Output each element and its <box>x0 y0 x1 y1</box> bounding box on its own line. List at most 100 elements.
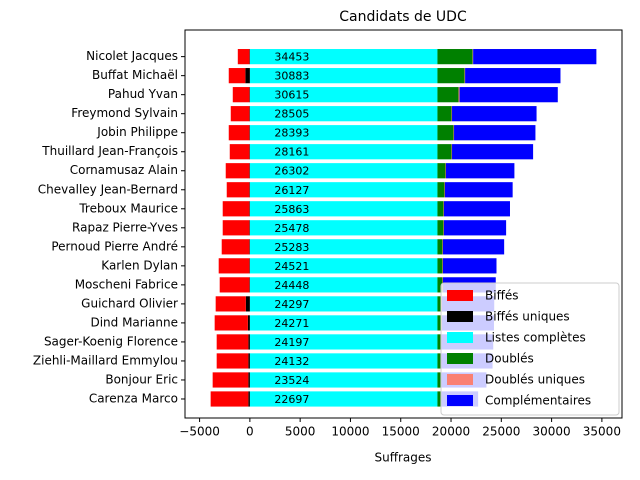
y-tick-label: Nicolet Jacques <box>86 49 178 63</box>
total-label: 30615 <box>274 89 309 102</box>
bar-segment <box>232 87 250 103</box>
total-label: 24521 <box>274 260 309 273</box>
y-tick-label: Sager-Koenig Florence <box>44 334 178 348</box>
bar-segment <box>473 49 597 65</box>
bar-segment <box>437 163 446 179</box>
bar-segment <box>248 372 250 388</box>
bar-segment <box>248 334 250 350</box>
y-tick-label: Chevalley Jean-Bernard <box>38 182 178 196</box>
bar-segment <box>249 239 438 255</box>
bar-segment <box>442 258 497 274</box>
bar-segment <box>249 49 438 65</box>
bar-segment <box>437 239 443 255</box>
x-tick-label: 30000 <box>533 425 571 439</box>
bar-segment <box>249 277 250 293</box>
total-label: 26127 <box>274 184 309 197</box>
legend-swatch <box>447 374 473 385</box>
bar-segment <box>437 106 452 122</box>
x-tick-label: 0 <box>246 425 254 439</box>
bar-segment <box>437 144 452 160</box>
bar-segment <box>249 87 438 103</box>
legend-label: Complémentaires <box>485 394 591 408</box>
bar-segment <box>245 68 250 84</box>
bar-segment <box>452 106 537 122</box>
bar-segment <box>437 296 442 312</box>
y-tick-label: Carenza Marco <box>89 391 178 405</box>
y-tick-label: Bonjour Eric <box>105 372 178 386</box>
bar-segment <box>249 49 250 65</box>
bar-segment <box>443 201 444 217</box>
bar-segment <box>230 106 250 122</box>
bar-segment <box>451 106 453 122</box>
bar-segment <box>249 239 250 255</box>
total-label: 24448 <box>274 279 309 292</box>
bar-segment <box>249 277 438 293</box>
bar-segment <box>437 334 441 350</box>
bar-segment <box>442 258 443 274</box>
bar-segment <box>444 182 513 198</box>
bar-segment <box>249 220 438 236</box>
bar-segment <box>249 163 250 179</box>
legend-label: Doublés uniques <box>485 373 585 387</box>
bar-segment <box>437 315 442 331</box>
bar-segment <box>249 258 250 274</box>
bar-segment <box>249 125 250 141</box>
bar-segment <box>249 106 438 122</box>
bar-segment <box>212 372 249 388</box>
bar-segment <box>249 334 438 350</box>
legend-swatch <box>447 353 473 364</box>
bar-segment <box>228 68 246 84</box>
total-label: 25283 <box>274 241 309 254</box>
bar-segment <box>245 296 250 312</box>
bar-segment <box>247 315 250 331</box>
y-tick-label: Buffat Michaël <box>92 68 178 82</box>
total-label: 22697 <box>274 393 309 406</box>
bar-segment <box>249 68 438 84</box>
bar-segment <box>214 315 248 331</box>
bar-segment <box>249 144 438 160</box>
bar-segment <box>226 182 250 198</box>
legend-box <box>440 282 620 416</box>
bar-segment <box>248 391 250 407</box>
y-tick-label: Rapaz Pierre-Yves <box>72 220 178 234</box>
x-tick-label: 10000 <box>331 425 369 439</box>
total-label: 25478 <box>274 222 309 235</box>
total-label: 28393 <box>274 127 309 140</box>
bar-segment <box>465 68 561 84</box>
total-label: 24132 <box>274 355 309 368</box>
bar-segment <box>249 258 438 274</box>
bar-segment <box>437 182 445 198</box>
x-tick-label: 35000 <box>583 425 621 439</box>
total-label: 34453 <box>274 51 309 64</box>
bar-segment <box>249 315 438 331</box>
bar-segment <box>249 106 250 122</box>
bar-segment <box>443 201 510 217</box>
bar-segment <box>221 239 250 255</box>
bar-segment <box>443 220 507 236</box>
chart-title: Candidats de UDC <box>339 9 467 25</box>
bar-segment <box>444 182 445 198</box>
bar-segment <box>215 296 246 312</box>
bar-segment <box>228 125 250 141</box>
y-tick-label: Jobin Philippe <box>96 125 178 139</box>
y-tick-label: Cornamusaz Alain <box>70 163 178 177</box>
legend-label: Biffés uniques <box>485 310 570 324</box>
bar-segment <box>451 144 453 160</box>
bar-segment <box>452 144 534 160</box>
legend-label: Biffés <box>485 289 518 303</box>
legend-swatch <box>447 311 473 322</box>
bar-segment <box>249 353 438 369</box>
x-tick-label: 15000 <box>382 425 420 439</box>
y-tick-label: Moscheni Fabrice <box>75 277 178 291</box>
bar-segment <box>437 220 444 236</box>
bar-segment <box>222 220 250 236</box>
bar-segment <box>249 163 438 179</box>
bar-segment <box>249 296 438 312</box>
bar-segment <box>459 87 558 103</box>
y-tick-label: Dind Marianne <box>90 315 178 329</box>
total-label: 26302 <box>274 165 309 178</box>
total-label: 28161 <box>274 146 309 159</box>
bar-segment <box>437 68 465 84</box>
bar-segment <box>219 277 250 293</box>
x-tick-label: −5000 <box>179 425 220 439</box>
